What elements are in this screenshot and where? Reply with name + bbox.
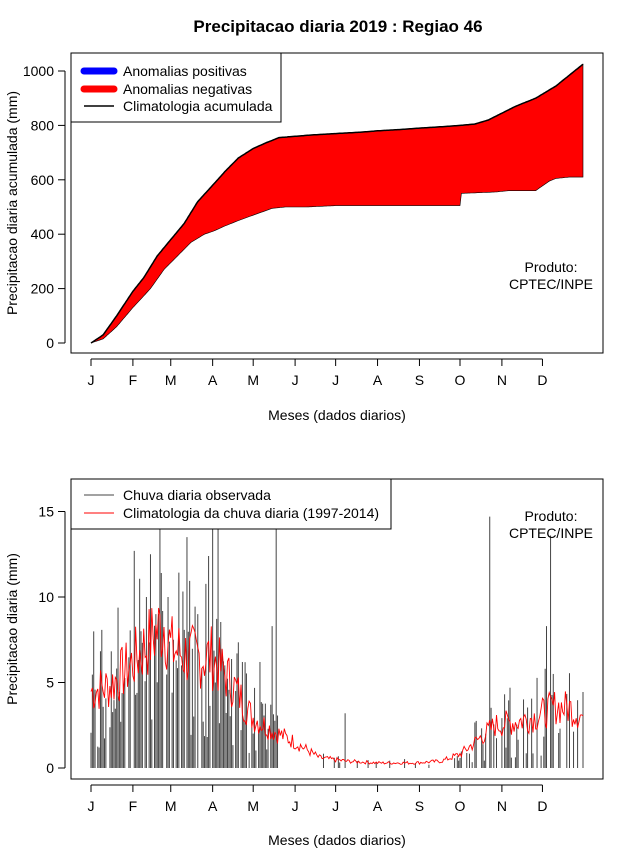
- product-label-top: Produto:: [525, 259, 578, 275]
- plot-frame-top: [70, 52, 604, 354]
- x-tick-label: J: [292, 372, 299, 388]
- x-tick-label: M: [165, 372, 177, 388]
- y-tick-label: 15: [38, 504, 54, 520]
- x-tick-label: N: [497, 798, 507, 814]
- x-tick-label: O: [455, 798, 466, 814]
- y-tick-label: 0: [46, 760, 54, 776]
- x-tick-label: M: [247, 798, 259, 814]
- x-tick-label: F: [129, 372, 138, 388]
- legend-label-climatology: Climatologia da chuva diaria (1997-2014): [123, 505, 379, 521]
- x-tick-label: A: [208, 798, 218, 814]
- x-tick-label: A: [373, 798, 383, 814]
- x-tick-label: F: [129, 798, 138, 814]
- climatology-daily-line: [90, 607, 584, 765]
- y-tick-label: 0: [46, 335, 54, 351]
- x-axis-label-top: Meses (dados diarios): [268, 407, 406, 423]
- product-org-top: CPTEC/INPE: [509, 276, 593, 292]
- x-tick-label: D: [537, 798, 547, 814]
- y-tick-label: 10: [38, 589, 54, 605]
- x-tick-label: A: [208, 372, 218, 388]
- x-tick-label: D: [537, 372, 547, 388]
- product-label-bottom: Produto:: [525, 508, 578, 524]
- x-tick-label: J: [332, 372, 339, 388]
- x-axis-label-bottom: Meses (dados diarios): [268, 832, 406, 848]
- x-tick-label: J: [88, 798, 95, 814]
- legend-label-negative: Anomalias negativas: [123, 81, 252, 97]
- legend-bottom: Chuva diaria observada Climatologia da c…: [70, 478, 392, 530]
- y-tick-label: 800: [31, 117, 55, 133]
- y-tick-label: 400: [31, 226, 55, 242]
- x-tick-label: O: [455, 372, 466, 388]
- legend-label-climatology: Climatologia acumulada: [123, 98, 273, 114]
- legend-top: Anomalias positivas Anomalias negativas …: [70, 52, 282, 123]
- chart-title: Precipitacao diaria 2019 : Regiao 46: [193, 17, 482, 36]
- y-tick-label: 200: [31, 281, 55, 297]
- legend-label-positive: Anomalias positivas: [123, 63, 247, 79]
- x-tick-label: S: [415, 372, 424, 388]
- observed-daily-bars: [90, 516, 584, 768]
- x-tick-label: J: [292, 798, 299, 814]
- y-axis-label-top: Precipitacao diaria acumulada (mm): [4, 91, 20, 315]
- x-tick-label: S: [415, 798, 424, 814]
- daily-panel: 0 5 10 15 J F M A M J J A S O N D Meses (dados diarios…: [4, 478, 604, 848]
- x-tick-label: A: [373, 372, 383, 388]
- y-axis-top: 0 200 400 600 800 1000: [23, 63, 66, 351]
- x-tick-label: N: [497, 372, 507, 388]
- y-axis-label-bottom: Precipitacao diaria (mm): [4, 553, 20, 705]
- y-tick-label: 600: [31, 172, 55, 188]
- x-tick-label: M: [165, 798, 177, 814]
- climatology-cumulative-line: [90, 63, 584, 344]
- y-tick-label: 1000: [23, 63, 54, 79]
- product-org-bottom: CPTEC/INPE: [509, 525, 593, 541]
- x-tick-label: J: [88, 372, 95, 388]
- y-axis-bottom: 0 5 10 15: [38, 504, 66, 776]
- cumulative-panel: 0 200 400 600 800 1000 J F M A M J J A S O N D Meses (da…: [4, 52, 604, 423]
- x-tick-label: J: [332, 798, 339, 814]
- legend-box: [70, 478, 392, 530]
- x-tick-label: M: [247, 372, 259, 388]
- legend-label-observed: Chuva diaria observada: [123, 487, 271, 503]
- y-tick-label: 5: [46, 675, 54, 691]
